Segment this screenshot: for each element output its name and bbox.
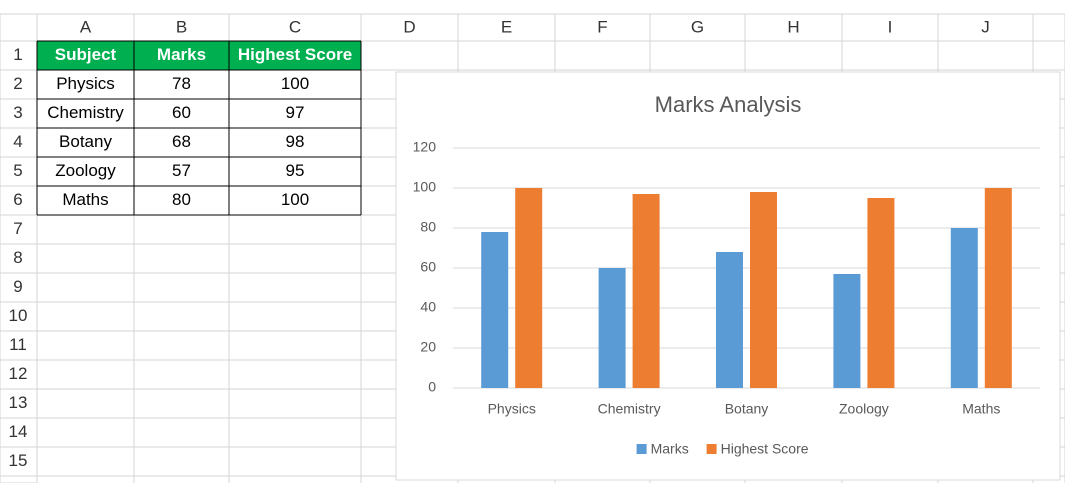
table-cell: 78 <box>172 74 191 93</box>
row-header: 11 <box>9 335 27 354</box>
x-tick-label: Maths <box>962 401 1000 417</box>
bar <box>632 194 660 388</box>
table-cell: 95 <box>286 161 305 180</box>
column-header: I <box>888 17 893 36</box>
column-header: C <box>289 17 301 36</box>
table-cell: Maths <box>62 190 108 209</box>
column-header: J <box>981 17 990 36</box>
y-tick-label: 20 <box>420 339 436 355</box>
row-header: 9 <box>13 277 22 296</box>
table-cell: Botany <box>59 132 112 151</box>
column-header: G <box>691 17 704 36</box>
row-header: 6 <box>13 190 22 209</box>
row-header-bar <box>0 40 38 483</box>
row-header: 13 <box>9 393 28 412</box>
bar <box>950 228 978 388</box>
row-header: 5 <box>13 161 22 180</box>
table-cell: 60 <box>172 103 191 122</box>
y-tick-label: 80 <box>420 219 436 235</box>
x-tick-label: Botany <box>725 401 769 417</box>
bar <box>833 274 861 388</box>
header-cell: Highest Score <box>238 45 352 64</box>
column-header: D <box>403 17 415 36</box>
table-cell: Zoology <box>55 161 116 180</box>
bar <box>481 232 509 388</box>
table-cell: 57 <box>172 161 191 180</box>
y-tick-label: 40 <box>420 299 436 315</box>
row-header: 2 <box>13 74 22 93</box>
row-header: 7 <box>13 219 22 238</box>
table-cell: 100 <box>281 74 309 93</box>
header-cell: Subject <box>55 45 117 64</box>
table-cell: 98 <box>286 132 305 151</box>
bar <box>750 192 777 388</box>
row-header: 4 <box>13 132 22 151</box>
column-header: H <box>787 17 799 36</box>
bar <box>984 188 1012 388</box>
y-tick-label: 120 <box>413 139 437 155</box>
y-tick-label: 100 <box>413 179 437 195</box>
table-cell: Physics <box>56 74 115 93</box>
row-header: 14 <box>9 422 28 441</box>
bar <box>716 252 743 388</box>
legend-swatch <box>706 444 717 454</box>
column-header: E <box>501 17 512 36</box>
legend-label: Highest Score <box>721 441 809 457</box>
data-table: Subject Marks Highest Score Physics 78 100 Che… <box>36 40 362 216</box>
y-tick-label: 60 <box>420 259 436 275</box>
legend-swatch <box>636 444 647 454</box>
x-tick-label: Chemistry <box>598 401 661 417</box>
table-cell: 68 <box>172 132 191 151</box>
column-header: F <box>597 17 607 36</box>
column-header-bar <box>0 13 1065 42</box>
table-cell: 97 <box>286 103 305 122</box>
column-header: A <box>80 17 92 36</box>
table-cell: 80 <box>172 190 191 209</box>
chart: Marks Analysis 0 20 40 60 80 100 120 Physics Che… <box>395 71 1061 481</box>
row-header: 3 <box>13 103 22 122</box>
bar <box>598 268 626 388</box>
column-header: B <box>176 17 187 36</box>
y-tick-label: 0 <box>428 379 436 395</box>
row-header: 12 <box>9 364 28 383</box>
row-header: 8 <box>13 248 22 267</box>
row-header: 10 <box>9 306 28 325</box>
header-row <box>37 41 361 70</box>
row-header: 15 <box>9 451 28 470</box>
table-cell: 100 <box>281 190 309 209</box>
x-tick-label: Physics <box>488 401 536 417</box>
bar <box>867 198 895 388</box>
header-cell: Marks <box>157 45 206 64</box>
x-tick-label: Zoology <box>839 401 889 417</box>
legend-label: Marks <box>651 441 689 457</box>
bar <box>515 188 543 388</box>
chart-title: Marks Analysis <box>655 92 802 117</box>
row-header: 1 <box>13 45 22 64</box>
table-cell: Chemistry <box>47 103 124 122</box>
